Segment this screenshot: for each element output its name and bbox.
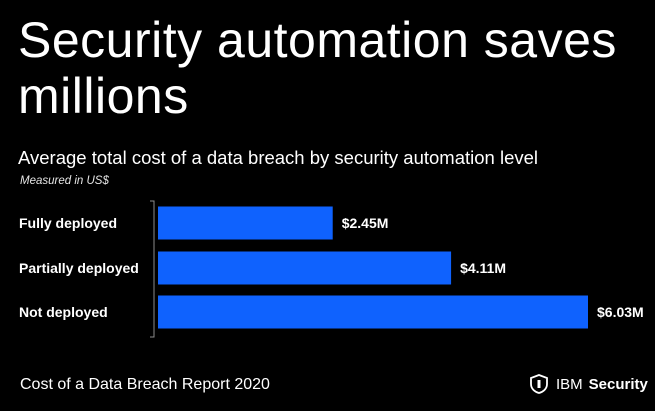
brand-company: IBM (556, 375, 583, 393)
bar (158, 251, 452, 285)
shield-security-icon (528, 373, 550, 395)
value-label: $6.03M (597, 304, 644, 320)
brand-product: Security (588, 375, 648, 393)
headline: Security automation saves millions (18, 12, 617, 124)
ibm-security-brand: IBM Security (528, 373, 648, 395)
bar (158, 295, 588, 329)
measure-note: Measured in US$ (20, 175, 109, 187)
footer-source: Cost of a Data Breach Report 2020 (20, 376, 270, 393)
category-label: Fully deployed (19, 215, 117, 231)
value-label: $4.11M (460, 260, 506, 276)
chart-subtitle: Average total cost of a data breach by s… (18, 147, 539, 168)
value-label: $2.45M (342, 215, 389, 231)
category-label: Partially deployed (19, 260, 139, 276)
bar (158, 206, 333, 240)
bar-chart: Fully deployed $2.45M Partially deployed $4… (19, 200, 644, 338)
category-label: Not deployed (19, 304, 108, 320)
y-axis-line (150, 200, 155, 338)
